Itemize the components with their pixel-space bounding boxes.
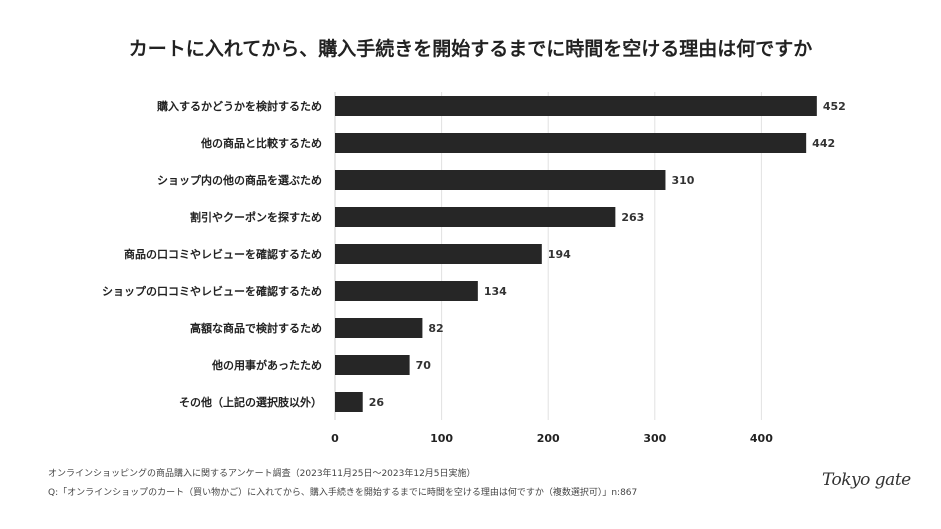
tokyo-gate-logo: Tokyo gate xyxy=(822,470,911,490)
value-label: 134 xyxy=(484,285,507,298)
value-label: 26 xyxy=(369,396,385,409)
bar xyxy=(335,281,478,301)
bar xyxy=(335,392,363,412)
chart-title: カートに入れてから、購入手続きを開始するまでに時間を空ける理由は何ですか xyxy=(128,38,813,60)
category-label: 割引やクーポンを探すため xyxy=(190,210,322,224)
category-label: ショップの口コミやレビューを確認するため xyxy=(102,284,322,298)
category-label: 他の用事があったため xyxy=(211,358,322,372)
bar xyxy=(335,133,807,153)
value-label: 442 xyxy=(812,137,835,150)
x-tick-label: 300 xyxy=(643,432,666,445)
category-label: 他の商品と比較するため xyxy=(200,136,322,150)
x-tick-label: 100 xyxy=(430,432,453,445)
category-label: その他（上記の選択肢以外） xyxy=(179,395,322,409)
bar xyxy=(335,207,616,227)
x-tick-label: 400 xyxy=(750,432,773,445)
value-label: 263 xyxy=(621,211,644,224)
category-label: 商品の口コミやレビューを確認するため xyxy=(124,247,322,261)
x-tick-label: 0 xyxy=(331,432,339,445)
bar xyxy=(335,96,817,116)
bar xyxy=(335,170,666,190)
x-tick-label: 200 xyxy=(537,432,560,445)
bar xyxy=(335,355,410,375)
value-label: 452 xyxy=(823,100,846,113)
bar xyxy=(335,244,542,264)
value-label: 310 xyxy=(671,174,694,187)
value-label: 70 xyxy=(416,359,432,372)
category-label: 高額な商品で検討するため xyxy=(190,321,322,335)
category-label: ショップ内の他の商品を選ぶため xyxy=(157,173,322,187)
value-label: 82 xyxy=(428,322,443,335)
category-label: 購入するかどうかを検討するため xyxy=(156,99,322,113)
bar-chart: 0 100 200 300 400 購入するかどうかを検討するため 452 他の商品と比較する… xyxy=(102,92,846,445)
survey-note: オンラインショッピングの商品購入に関するアンケート調査（2023年11月25日〜… xyxy=(48,469,476,479)
question-note: Q:「オンラインショップのカート（買い物かご）に入れてから、購入手続きを開始する… xyxy=(48,488,638,498)
bar xyxy=(335,318,423,338)
value-label: 194 xyxy=(548,248,571,261)
